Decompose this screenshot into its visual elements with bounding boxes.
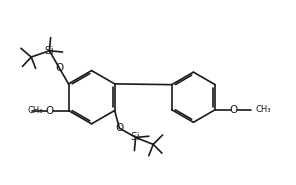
Text: Si: Si	[45, 46, 54, 56]
Text: O: O	[55, 63, 63, 73]
Text: CH₃: CH₃	[28, 106, 43, 115]
Text: O: O	[115, 123, 123, 133]
Text: CH₃: CH₃	[256, 105, 271, 114]
Text: O: O	[230, 105, 238, 115]
Text: Si: Si	[131, 132, 141, 142]
Text: O: O	[46, 105, 54, 115]
